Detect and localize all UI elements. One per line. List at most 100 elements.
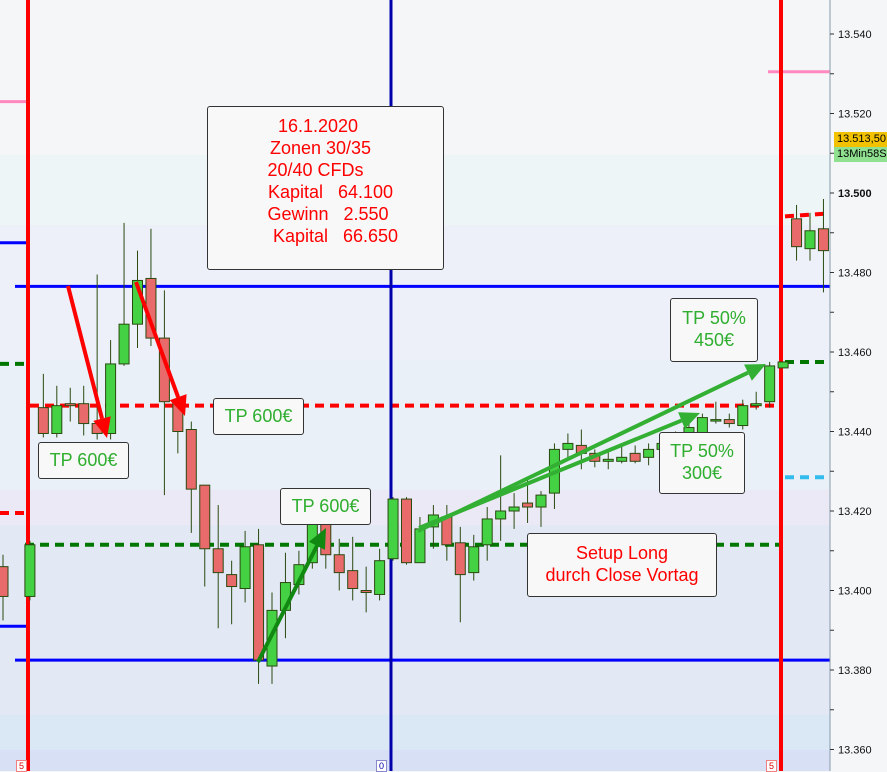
session-marker[interactable]: 5: [766, 760, 777, 772]
tp-label-5: TP 50% 300€: [659, 432, 745, 494]
tp5-line2: 300€: [681, 463, 723, 483]
axis-tick-label: 13.400: [838, 586, 872, 598]
background-band: [0, 715, 830, 750]
info-cfds: 20/40 CFDs: [267, 160, 364, 180]
candle: [333, 538, 345, 591]
axis-tick-label: 13.480: [838, 268, 872, 280]
candle-body-down: [401, 498, 412, 564]
candle: [0, 554, 9, 621]
candle-body-up: [777, 361, 789, 369]
short-arrow-2: [134, 281, 187, 416]
candle-body-up: [643, 448, 655, 458]
trade-info-box: 16.1.2020 Zonen 30/35 20/40 CFDs Kapital…: [207, 106, 444, 270]
candle: [78, 385, 90, 436]
candle-body-down: [199, 484, 211, 550]
candle-body-down: [78, 403, 90, 425]
candle: [401, 497, 412, 565]
axis-tick-label: 13.380: [838, 665, 872, 677]
candle: [791, 204, 803, 261]
tp-label-4: TP 50% 450€: [670, 298, 758, 362]
arrow-head: [169, 394, 187, 416]
candle: [777, 361, 789, 369]
candle-body-up: [750, 403, 762, 407]
candle-body-down: [347, 570, 359, 590]
candle: [118, 222, 130, 366]
candle-body-up: [105, 363, 117, 434]
info-profit: Gewinn 2.550: [267, 204, 389, 224]
tp5-line1: TP 50%: [670, 441, 734, 461]
candle-body-up: [616, 456, 628, 462]
long-arrow-tp2: [417, 364, 766, 533]
price-level-next-day-red: [784, 211, 831, 219]
long-arrow-1: [256, 528, 326, 663]
candle: [804, 212, 816, 261]
candle: [508, 493, 520, 529]
candle: [360, 566, 372, 613]
arrow-shaft: [66, 285, 104, 420]
candle-body-up: [737, 405, 749, 427]
candle: [374, 548, 386, 601]
setup-line1: Setup Long: [575, 543, 669, 563]
arrow-shaft: [256, 544, 319, 663]
arrow-head: [744, 364, 766, 381]
axis-tick-label: 13.440: [838, 427, 872, 439]
candle-body-down: [333, 554, 345, 574]
tp-label-1: TP 600€: [38, 442, 129, 479]
trade-arrows: [66, 281, 766, 663]
background-band: [0, 490, 830, 525]
axis-tick-label: 13.520: [838, 109, 872, 121]
setup-label: Setup Long durch Close Vortag: [527, 533, 717, 597]
candle-body-down: [522, 502, 534, 508]
candle: [643, 443, 655, 466]
tp4-line1: TP 50%: [682, 308, 746, 328]
info-capital-start: Kapital 64.100: [267, 182, 394, 202]
setup-line2: durch Close Vortag: [545, 565, 699, 585]
candle: [468, 534, 480, 581]
candle-body-up: [535, 494, 547, 508]
arrow-head: [308, 528, 326, 550]
candle-body-up: [495, 510, 507, 520]
candle-body-down: [185, 429, 197, 490]
candle-body-up: [508, 506, 520, 512]
candle: [764, 361, 776, 408]
current-price-tag: 13.513,50: [834, 132, 887, 147]
candle: [723, 413, 735, 428]
short-arrow-1: [66, 285, 111, 438]
axis-tick-label: 13.360: [838, 745, 872, 757]
candle: [212, 505, 224, 629]
candle: [37, 373, 49, 438]
info-zones: Zonen 30/35: [269, 138, 372, 158]
candle-body-up: [118, 323, 130, 365]
session-marker[interactable]: 0: [376, 760, 387, 772]
candle-body-up: [239, 546, 251, 590]
tp-label-2: TP 600€: [213, 398, 304, 435]
candle: [347, 536, 359, 601]
candle: [226, 560, 238, 625]
candle: [454, 526, 466, 623]
candle-body-up: [562, 442, 574, 450]
candle-body-up: [468, 546, 480, 574]
axis-tick-label: 13.540: [838, 29, 872, 41]
candle-body-down: [64, 403, 76, 407]
candle: [24, 540, 36, 601]
background-band: [0, 750, 830, 771]
candle-body-up: [24, 544, 36, 597]
candle: [495, 455, 507, 541]
candle-body-down: [723, 419, 735, 425]
tp4-line2: 450€: [693, 330, 735, 350]
candle-body-up: [804, 230, 816, 250]
candle: [105, 340, 117, 440]
arrow-head: [93, 416, 111, 438]
candle: [535, 491, 547, 527]
price-axis[interactable]: 13.540 13.520 13.500 13.480 13.460 13.440 13.4…: [829, 0, 872, 771]
arrow-shaft: [417, 370, 749, 533]
candle-body-up: [51, 405, 63, 434]
axis-tick-label: 13.420: [838, 506, 872, 518]
info-capital-end: Kapital 66.650: [272, 226, 399, 246]
candle: [64, 387, 76, 422]
candle: [737, 399, 749, 430]
candle-body-up: [414, 528, 426, 564]
candle-body-up: [764, 365, 776, 403]
candle-body-up: [387, 498, 399, 560]
session-marker[interactable]: 5: [16, 760, 27, 772]
